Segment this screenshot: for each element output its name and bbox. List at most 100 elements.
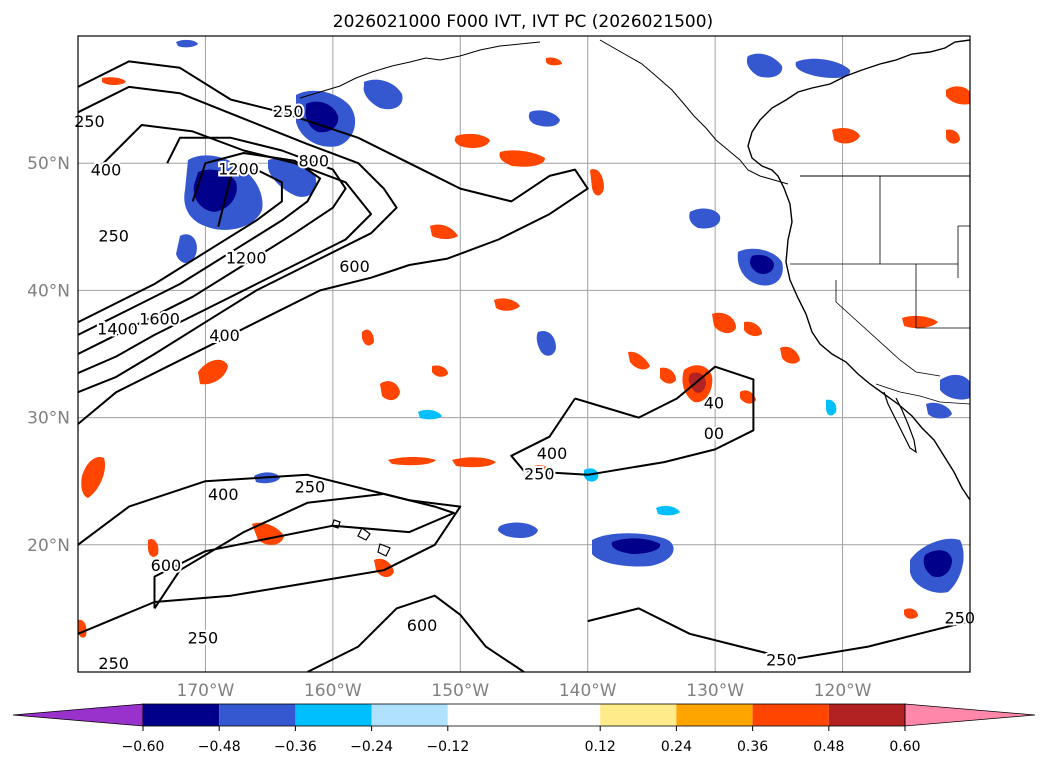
contour-label: 40	[704, 393, 724, 412]
positive-anomaly-patch	[454, 133, 490, 148]
chart-title: 2026021000 F000 IVT, IVT PC (2026021500)	[333, 12, 713, 32]
positive-anomaly-patch	[780, 346, 800, 364]
negative-anomaly-patch	[363, 79, 403, 110]
positive-anomaly-patch	[102, 77, 126, 85]
contour-label: 800	[298, 152, 329, 171]
colorbar-tick-label: −0.48	[198, 739, 241, 755]
negative-anomaly-patch	[418, 409, 442, 420]
colorbar-extend-high	[904, 703, 1036, 727]
positive-anomaly-patch	[148, 538, 159, 557]
ivt-contour-line	[78, 136, 347, 355]
lat-tick-label: 30°N	[27, 409, 70, 429]
contour-label: 400	[208, 485, 239, 504]
contour-label: 400	[537, 444, 568, 463]
state-border	[790, 176, 970, 377]
positive-anomaly-patch	[534, 465, 550, 472]
colorbar-segment	[676, 704, 753, 726]
contour-label: 1400	[97, 320, 138, 339]
colorbar-segment	[295, 704, 372, 726]
negative-anomaly-patch	[656, 505, 680, 516]
lat-tick-label: 20°N	[27, 536, 70, 556]
contour-label: 250	[945, 608, 976, 627]
contour-label: 600	[339, 257, 370, 276]
colorbar-tick-label: −0.60	[122, 739, 165, 755]
negative-anomaly-patch	[689, 208, 721, 229]
lon-tick-label: 170°W	[177, 681, 235, 701]
contour-label: 250	[766, 650, 797, 669]
positive-anomaly-patch	[712, 312, 736, 334]
colorbar-segment	[371, 704, 448, 726]
positive-anomaly-patch	[946, 129, 960, 144]
lat-tick-label: 40°N	[27, 281, 70, 301]
contour-label: 250	[295, 477, 326, 496]
lon-tick-label: 140°W	[559, 681, 617, 701]
negative-anomaly-patch	[826, 399, 837, 416]
contour-label: 250	[74, 112, 105, 131]
ivt-contour-line	[153, 492, 455, 609]
lon-tick-label: 120°W	[814, 681, 872, 701]
colorbar-tick-label: 0.60	[889, 739, 920, 755]
contour-label: 600	[151, 556, 182, 575]
colorbar-segment	[828, 704, 905, 726]
colorbar-tick-label: −0.24	[350, 739, 393, 755]
positive-anomaly-patch	[388, 457, 436, 466]
positive-anomaly-patch	[660, 367, 676, 384]
colorbar-segment	[600, 704, 677, 726]
negative-anomaly-patch	[176, 234, 197, 263]
negative-anomaly-patch	[746, 53, 783, 78]
contour-label: 00	[704, 424, 724, 443]
coastlines-and-borders	[299, 39, 970, 557]
longitude-tick-labels: 170°W 160°W 150°W 140°W 130°W 120°W	[177, 681, 872, 701]
ivt-contour-line	[78, 60, 589, 425]
negative-anomaly-patch	[795, 58, 851, 78]
colorbar-segment	[752, 704, 829, 726]
positive-anomaly-patch	[374, 558, 394, 578]
positive-anomaly-patch	[494, 298, 520, 311]
positive-anomaly-patch	[902, 315, 938, 329]
positive-anomaly-patch	[628, 351, 650, 370]
ivt-contours	[78, 60, 970, 672]
colorbar-segment	[143, 704, 220, 726]
contour-label: 1200	[226, 248, 267, 267]
lon-tick-label: 130°W	[686, 681, 744, 701]
positive-anomaly-patch	[452, 457, 496, 468]
contour-label: 250	[98, 654, 129, 673]
colorbar-tick-label: −0.36	[274, 739, 317, 755]
contour-label: 250	[98, 227, 129, 246]
lon-tick-label: 160°W	[304, 681, 362, 701]
ivt-contour-line	[78, 85, 398, 394]
map-background	[78, 36, 970, 672]
positive-anomaly-patch	[832, 128, 860, 144]
positive-anomaly-patch	[81, 456, 106, 498]
alaska-aleutian-coast	[299, 41, 541, 99]
colorbar-tick-label: 0.48	[813, 739, 844, 755]
negative-anomaly-patch	[176, 39, 198, 48]
north-america-coastline	[747, 39, 970, 501]
negative-anomaly-patch	[528, 110, 560, 127]
positive-anomaly-patch	[499, 150, 545, 167]
positive-anomaly-patch	[744, 321, 762, 337]
colorbar-tick-label: 0.36	[737, 739, 768, 755]
ivt-contour-line	[78, 168, 283, 324]
positive-anomaly-patch	[904, 608, 918, 619]
colorbar-outline	[142, 703, 906, 727]
colorbar-tick-labels: −0.60 −0.48 −0.36 −0.24 −0.12 0.12 0.24 0.36 0.4…	[122, 726, 921, 755]
map-frame	[77, 35, 971, 673]
ivt-pc-anomaly-patches	[78, 39, 970, 638]
positive-anomaly-patch	[362, 329, 374, 346]
colorbar-segment	[447, 704, 601, 726]
colorbar-segment	[219, 704, 296, 726]
negative-anomaly-patch	[498, 522, 538, 538]
positive-anomaly-patch	[590, 169, 604, 196]
colorbar	[12, 703, 1036, 727]
contour-label: 400	[209, 326, 240, 345]
lon-tick-label: 150°W	[431, 681, 489, 701]
contour-label: 600	[407, 616, 438, 635]
positive-anomaly-patch	[740, 390, 756, 404]
ivt-contour-line	[78, 473, 462, 635]
positive-anomaly-patch	[430, 224, 458, 239]
alaska-coast	[599, 39, 789, 185]
ivt-contour-line	[78, 124, 373, 375]
negative-anomaly-patch	[184, 155, 263, 230]
